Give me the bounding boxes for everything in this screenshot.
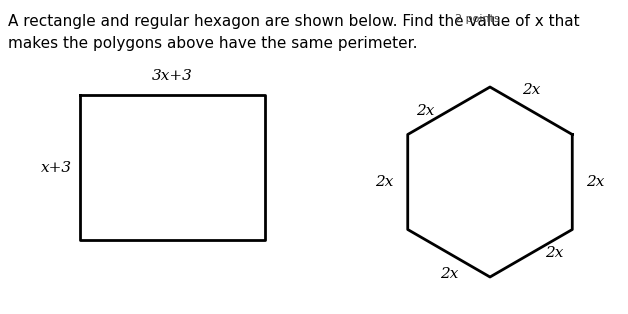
Text: 2x: 2x: [440, 267, 458, 281]
Text: 2x: 2x: [587, 175, 605, 189]
Text: 2x: 2x: [376, 175, 394, 189]
Text: A rectangle and regular hexagon are shown below. Find the value of x that: A rectangle and regular hexagon are show…: [8, 14, 580, 29]
Text: x+3: x+3: [41, 160, 72, 175]
Text: 2 points: 2 points: [455, 14, 500, 24]
Text: 2x: 2x: [522, 83, 540, 97]
Text: makes the polygons above have the same perimeter.: makes the polygons above have the same p…: [8, 36, 418, 51]
Text: 2x: 2x: [545, 246, 563, 260]
Text: 3x+3: 3x+3: [152, 69, 193, 83]
Text: 2x: 2x: [416, 104, 435, 118]
